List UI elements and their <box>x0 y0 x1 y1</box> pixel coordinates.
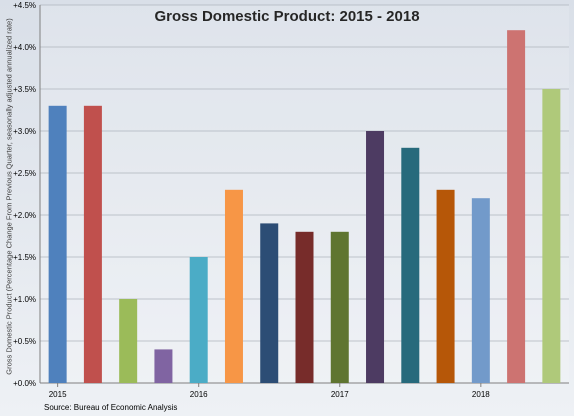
y-tick-label: +4.0% <box>13 43 36 52</box>
y-tick-label: +1.5% <box>13 253 36 262</box>
bar <box>436 189 455 383</box>
bar <box>189 257 208 383</box>
y-tick-label: +0.0% <box>13 379 36 388</box>
y-tick-label: +4.5% <box>13 1 36 10</box>
y-tick-label: +1.0% <box>13 295 36 304</box>
y-tick-label: +3.0% <box>13 127 36 136</box>
bar <box>507 30 526 383</box>
y-tick-label: +2.5% <box>13 169 36 178</box>
x-tick-label: 2016 <box>190 390 208 399</box>
bar <box>48 105 67 384</box>
x-tick-label: 2015 <box>49 390 67 399</box>
x-tick-label: 2017 <box>331 390 349 399</box>
y-tick-label: +2.0% <box>13 211 36 220</box>
bar <box>542 89 561 383</box>
bar <box>295 231 314 383</box>
bar <box>471 198 490 383</box>
bar <box>154 349 173 383</box>
y-tick-label: +3.5% <box>13 85 36 94</box>
x-tick-label: 2018 <box>472 390 490 399</box>
bar <box>366 131 385 383</box>
bar <box>401 147 420 383</box>
bar <box>119 299 138 383</box>
y-tick-label: +0.5% <box>13 337 36 346</box>
bar <box>330 231 349 383</box>
bar <box>224 189 243 383</box>
source-note: Source: Bureau of Economic Analysis <box>44 403 178 412</box>
bar <box>83 105 102 384</box>
bar <box>260 223 279 383</box>
chart-title: Gross Domestic Product: 2015 - 2018 <box>154 8 420 25</box>
